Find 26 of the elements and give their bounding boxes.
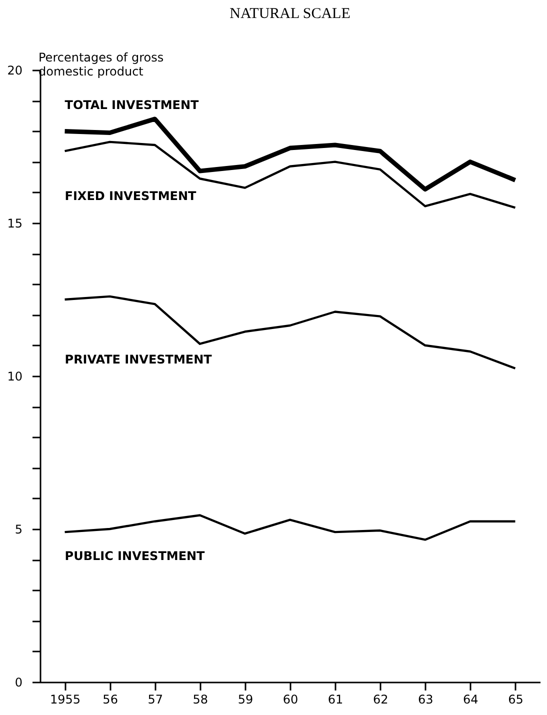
x-tick-label: 63	[418, 692, 434, 706]
chart-title: NATURAL SCALE	[230, 6, 350, 22]
x-tick-label: 62	[372, 692, 388, 706]
x-tick-label: 61	[328, 692, 344, 706]
x-tick-label: 65	[508, 692, 524, 706]
x-tick-label: 1955	[50, 692, 81, 706]
series-label: PUBLIC INVESTMENT	[64, 549, 206, 564]
line-series	[64, 295, 516, 370]
x-tick-label: 56	[102, 692, 118, 706]
y-tick-label: 0	[14, 676, 22, 690]
x-tick-label: 64	[463, 692, 478, 706]
y-tick-label: 20	[7, 64, 22, 78]
x-tick-label: 58	[192, 692, 208, 706]
y-axis-title: Percentages of gross domestic product	[38, 50, 164, 78]
line-series	[64, 140, 516, 209]
line-series	[62, 116, 518, 192]
x-tick-label: 57	[148, 692, 164, 706]
x-tick-label: 60	[282, 692, 298, 706]
y-tick-label: 15	[7, 216, 22, 230]
series-label: TOTAL INVESTMENT	[64, 98, 200, 112]
series-label: PRIVATE INVESTMENT	[64, 352, 213, 366]
line-series	[64, 514, 516, 541]
y-tick-label: 5	[14, 522, 22, 536]
y-tick-label: 10	[7, 370, 22, 384]
series-label: FIXED INVESTMENT	[64, 189, 198, 204]
x-tick-label: 59	[238, 692, 254, 706]
